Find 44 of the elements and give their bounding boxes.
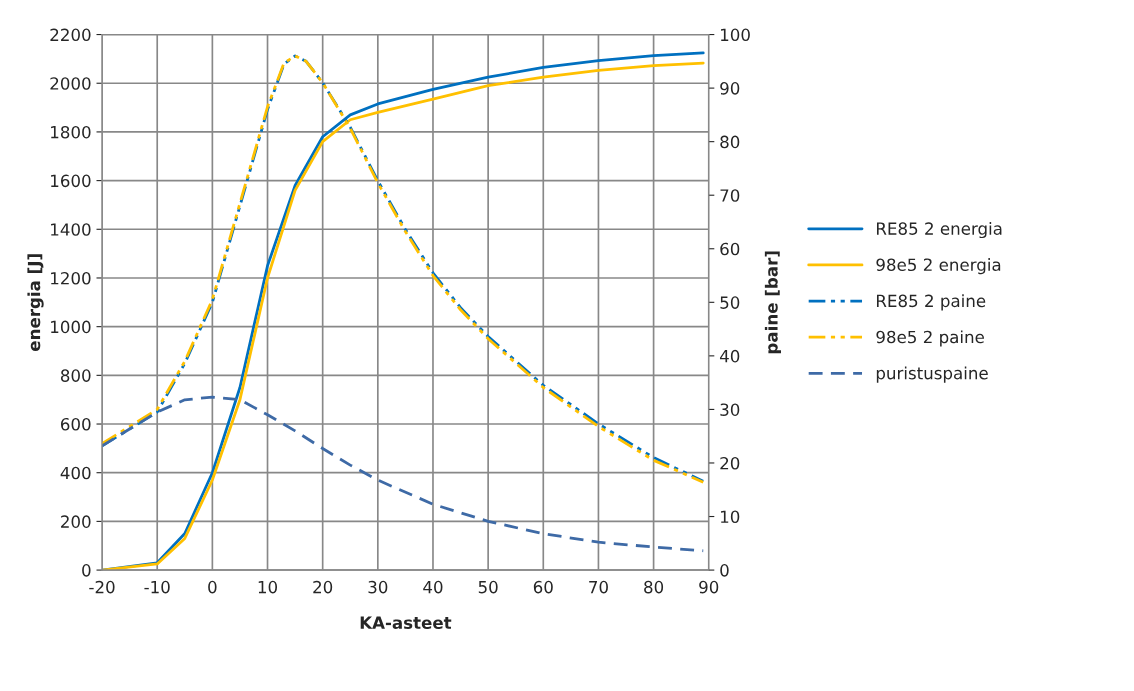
x-tick-label: 10 [258,580,278,594]
y-tick-label: 2000 [50,77,91,90]
x-axis-title: KA-asteet [360,616,452,629]
x-tick-label: -10 [144,580,170,594]
y-axis-title: energia [J] [27,254,44,352]
y-tick-label: 2200 [50,28,91,42]
y2-tick-label: 30 [720,403,740,416]
legend-label: 98e5 2 energia [876,258,1001,275]
x-tick-label: 50 [478,580,498,594]
y-tick-label: 1000 [51,320,91,334]
x-tick-label: 80 [644,580,664,594]
y2-tick-label: 50 [720,296,740,309]
y-tick-label: 1400 [51,223,91,236]
x-tick-label: 0 [208,580,217,594]
y-tick-label: 600 [60,417,91,431]
y2-tick-label: 60 [720,242,740,256]
legend-label: 98e5 2 paine [876,330,984,347]
y-tick-label: 400 [60,466,91,480]
y-tick-label: 1800 [51,125,91,139]
y2-tick-label: 40 [719,349,740,363]
legend-label: puristuspaine [876,366,988,383]
x-tick-label: 40 [423,580,443,594]
y2-tick-label: 10 [721,510,740,524]
y-tick-label: 200 [61,515,91,528]
x-tick-label: 70 [589,580,608,594]
y-tick-label: 1600 [51,174,91,188]
y2-tick-label: 70 [720,189,740,202]
y2-tick-label: 20 [720,456,740,470]
legend-label: RE85 2 paine [876,294,986,311]
y-tick-label: 1200 [51,271,91,285]
x-tick-label: 90 [699,580,719,594]
y2-tick-label: 100 [721,28,750,42]
legend-label: RE85 2 energia [876,221,1002,239]
y2-tick-label: 0 [720,564,729,577]
line-series [102,395,705,553]
y-tick-label: 800 [60,369,91,382]
x-tick-label: 60 [533,580,553,594]
y2-tick-label: 80 [720,135,740,149]
y-tick-label: 0 [82,564,91,577]
y2-axis-title: paine [bar] [764,251,781,354]
x-tick-label: -20 [89,580,115,594]
y2-tick-label: 90 [720,82,740,95]
x-tick-label: 20 [313,580,333,594]
x-tick-label: 30 [368,580,388,594]
